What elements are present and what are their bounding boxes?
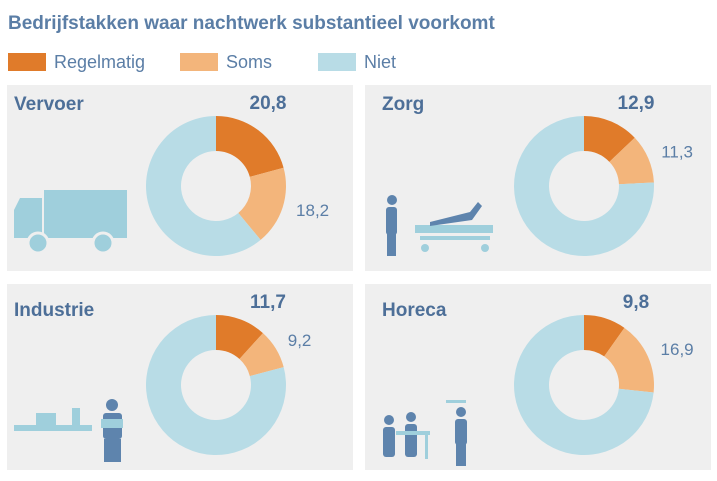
panel-title: Horeca [382, 300, 447, 321]
donut-segment [514, 315, 654, 455]
legend-label: Regelmatig [54, 52, 145, 72]
legend-swatch [8, 53, 46, 71]
donut-segment [584, 315, 625, 357]
value-label: 11,3 [661, 142, 693, 161]
donut-segment [238, 167, 286, 240]
donut-segment [514, 116, 654, 256]
donut-segment [239, 333, 284, 377]
value-label: 12,9 [618, 93, 655, 114]
value-label: 11,7 [250, 292, 286, 313]
value-label: 20,8 [250, 93, 287, 114]
donut-segment [216, 315, 263, 360]
legend-swatch [318, 53, 356, 71]
value-label: 18,2 [296, 201, 329, 220]
donut-segment [146, 116, 261, 256]
legend-label: Soms [226, 52, 272, 72]
donut-segment [216, 116, 284, 177]
chart-title: Bedrijfstakken waar nachtwerk substantie… [8, 13, 495, 34]
care-icon [386, 195, 493, 256]
legend-label: Niet [364, 52, 396, 72]
donut-segment [584, 116, 635, 162]
donut-segment [146, 315, 286, 455]
value-label: 16,9 [661, 340, 694, 359]
truck-icon [14, 190, 127, 255]
panel-title: Zorg [382, 94, 424, 115]
legend-swatch [180, 53, 218, 71]
donut-segment [604, 327, 655, 393]
horeca-icon [383, 400, 467, 466]
value-label: 9,2 [288, 331, 312, 350]
value-label: 9,8 [623, 292, 649, 313]
panel-title: Industrie [14, 300, 94, 321]
industry-icon [14, 399, 123, 462]
legend: Regelmatig Soms Niet [8, 52, 396, 72]
donut-segment [609, 137, 654, 185]
panel-title: Vervoer [14, 94, 84, 115]
